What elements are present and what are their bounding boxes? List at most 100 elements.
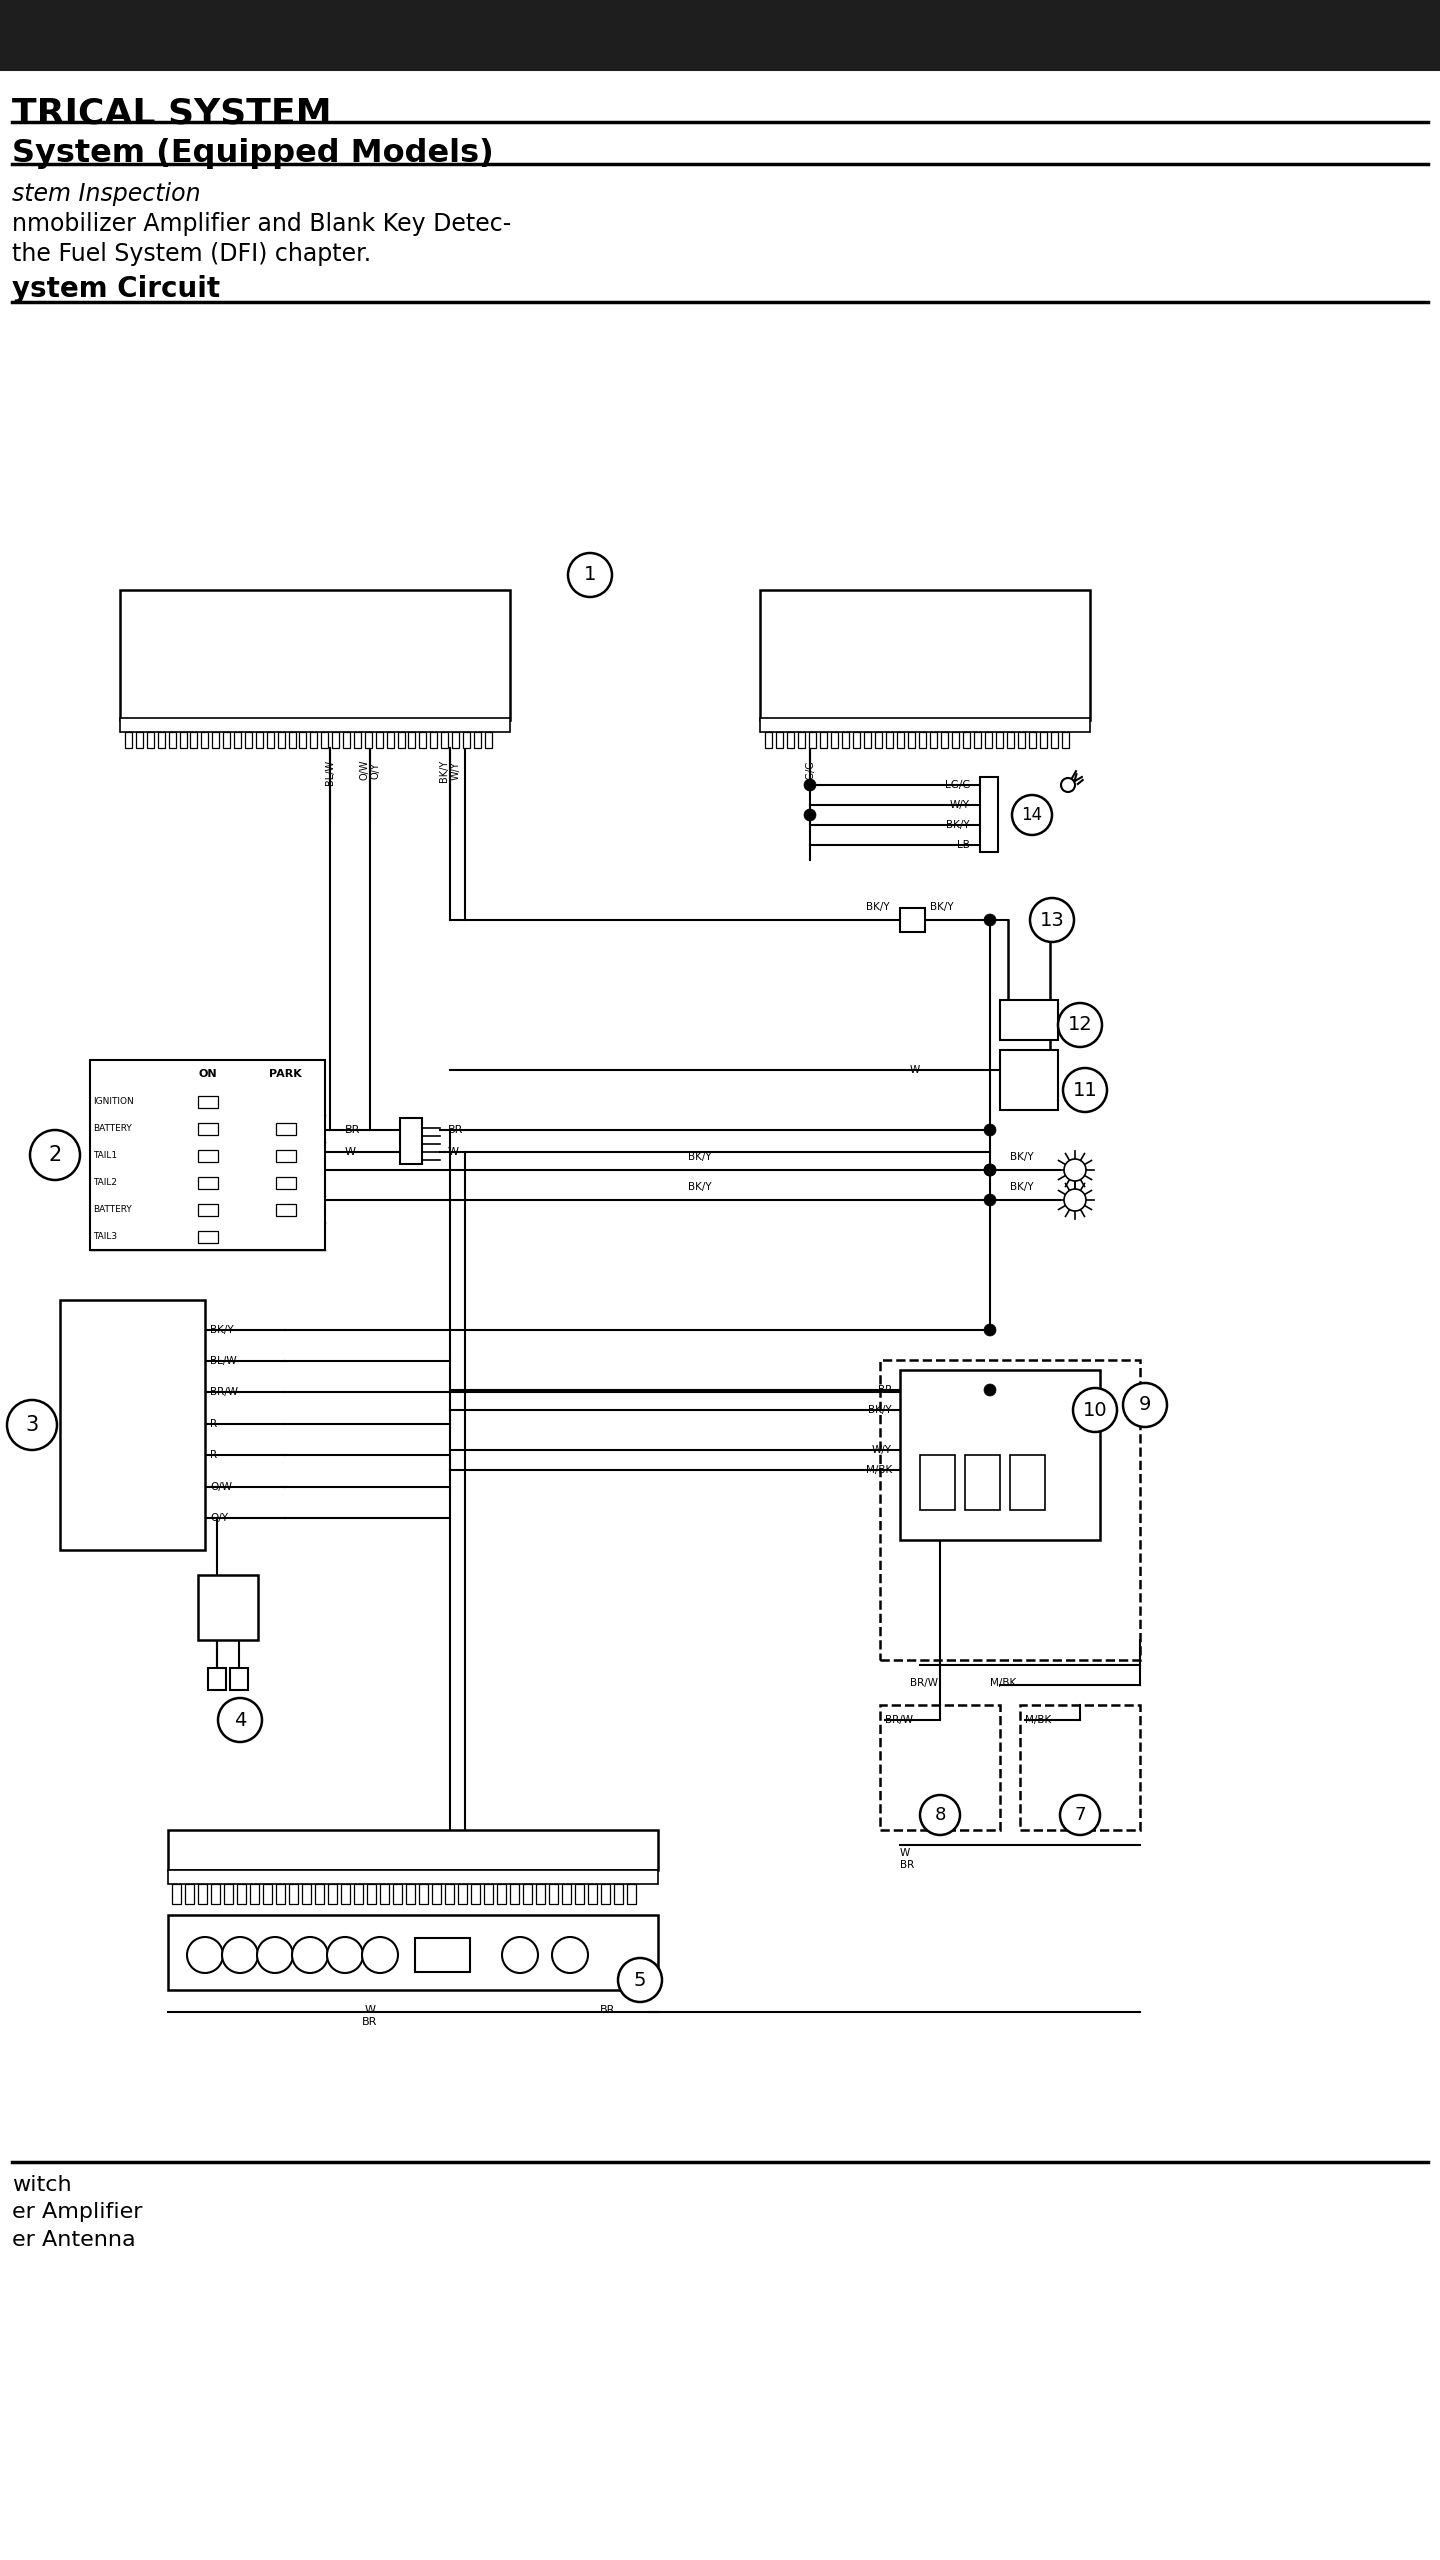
Bar [1040,732,1047,748]
Bar [1051,732,1058,748]
Text: LB: LB [958,840,971,850]
Text: ON: ON [199,1070,217,1078]
Bar [536,1884,544,1905]
Text: BK/Y: BK/Y [210,1326,233,1334]
Bar [315,1884,324,1905]
Circle shape [984,1324,996,1336]
Circle shape [984,1124,996,1137]
Bar [441,732,448,748]
Bar [184,1884,194,1905]
Circle shape [984,1165,996,1175]
Bar [199,1574,258,1641]
Text: BR: BR [448,1124,464,1134]
Bar [1007,732,1014,748]
Text: 1: 1 [583,566,596,584]
Text: BK/Y: BK/Y [867,901,890,911]
Bar [760,717,1090,732]
Text: BR: BR [878,1385,891,1395]
Bar [626,1884,636,1905]
Text: BR/W: BR/W [910,1677,937,1687]
Bar [328,1884,337,1905]
Bar [135,732,143,748]
Bar [266,732,274,748]
Bar [549,1884,559,1905]
Bar [613,1884,624,1905]
Bar [940,732,948,748]
Text: 5: 5 [634,1971,647,1989]
Bar [973,732,981,748]
Bar [485,732,491,748]
Bar [223,732,230,748]
Bar [919,732,926,748]
Bar [462,732,469,748]
Text: BK/Y: BK/Y [930,901,953,911]
Text: 3: 3 [26,1416,39,1436]
Text: the Fuel System (DFI) chapter.: the Fuel System (DFI) chapter. [12,243,372,266]
Text: BK/Y: BK/Y [1009,1183,1034,1193]
Bar [321,732,328,748]
Text: BL/W: BL/W [210,1357,236,1367]
Circle shape [327,1938,363,1974]
Bar [880,1705,999,1830]
Bar [276,1149,295,1162]
Bar [886,732,893,748]
Circle shape [222,1938,258,1974]
Circle shape [292,1938,328,1974]
Bar [876,732,881,748]
Circle shape [1073,1388,1117,1431]
Bar [1030,732,1035,748]
Bar [190,732,197,748]
Text: TRICAL SYSTEM: TRICAL SYSTEM [12,97,331,131]
Text: BR/W: BR/W [210,1388,238,1398]
Circle shape [187,1938,223,1974]
Text: BATTERY: BATTERY [94,1124,131,1134]
Bar [302,1884,311,1905]
Bar [168,1830,658,1869]
Text: W: W [448,1147,459,1157]
Bar [575,1884,585,1905]
Circle shape [567,553,612,596]
Bar [760,589,1090,719]
Bar [497,1884,505,1905]
Bar [985,732,992,748]
Bar [776,732,783,748]
Circle shape [552,1938,588,1974]
Bar [897,732,904,748]
Circle shape [984,914,996,927]
Text: W/Y: W/Y [873,1444,891,1454]
Bar [364,732,372,748]
Text: er Amplifier: er Amplifier [12,2202,143,2222]
Circle shape [30,1129,81,1180]
Text: BK/Y: BK/Y [688,1183,711,1193]
Circle shape [1060,1795,1100,1836]
Text: System (Equipped Models): System (Equipped Models) [12,138,494,169]
Bar [125,732,132,748]
Circle shape [1123,1382,1166,1426]
Bar [197,1121,217,1134]
Text: 8: 8 [935,1805,946,1823]
Text: TAIL2: TAIL2 [94,1178,117,1188]
Text: M/BK: M/BK [1025,1715,1051,1725]
Bar [197,1178,217,1188]
Text: BR: BR [600,2004,615,2015]
Bar [406,1884,415,1905]
Bar [965,1454,999,1510]
Text: 12: 12 [1067,1016,1093,1034]
Text: PARK: PARK [269,1070,302,1078]
Bar [256,732,264,748]
Bar [842,732,850,748]
Bar [120,589,510,719]
Bar [171,1884,181,1905]
Bar [963,732,971,748]
Bar [251,1884,259,1905]
Bar [864,732,871,748]
Circle shape [7,1400,58,1449]
Text: R: R [210,1449,217,1459]
Bar [289,1884,298,1905]
Bar [999,1001,1058,1039]
Bar [264,1884,272,1905]
Bar [207,1669,226,1690]
Bar [238,1884,246,1905]
Bar [432,1884,441,1905]
Circle shape [984,1385,996,1395]
